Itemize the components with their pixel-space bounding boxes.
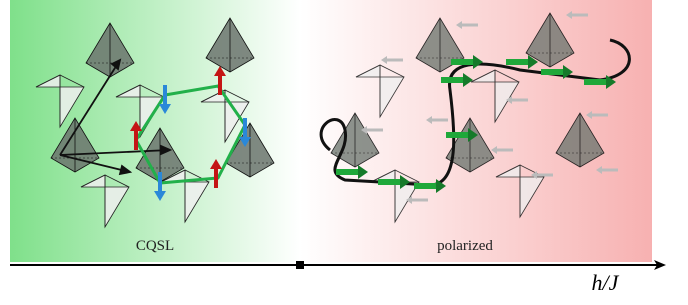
transition-point xyxy=(296,261,304,269)
cqsl-region xyxy=(10,0,300,262)
figure: CQSL polarized h/J xyxy=(0,0,688,305)
phase-label: CQSL xyxy=(136,238,174,254)
phase-label: polarized xyxy=(437,238,493,254)
axis-label: h/J xyxy=(592,270,620,295)
page: {"labels": {"left_phase": "CQSL", "right… xyxy=(0,0,688,305)
